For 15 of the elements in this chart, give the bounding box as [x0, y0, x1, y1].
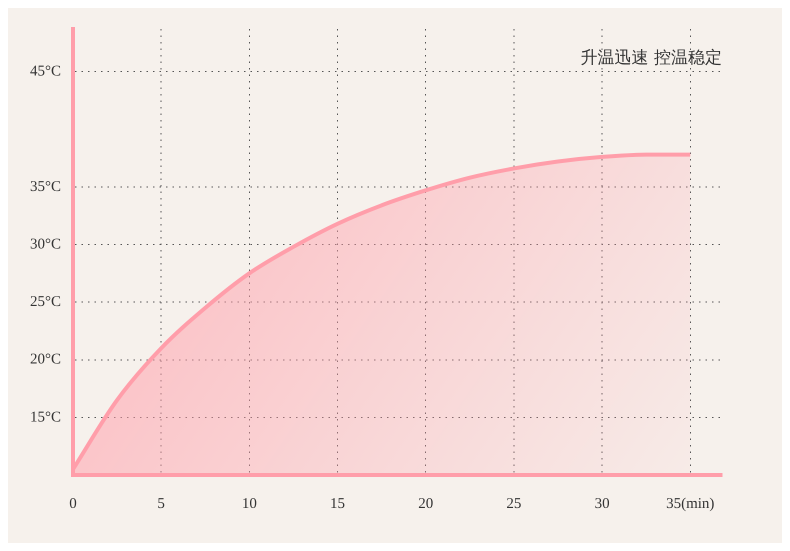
- y-tick-label: 25°C: [30, 294, 62, 310]
- x-tick-label: 25: [506, 496, 522, 512]
- x-tick-label: 20: [418, 496, 434, 512]
- x-tick-label: 5: [157, 496, 165, 512]
- x-tick-label: 30: [594, 496, 610, 512]
- x-tick-label: 15: [330, 496, 346, 512]
- y-tick-label: 30°C: [30, 236, 62, 252]
- y-tick-label: 35°C: [30, 178, 62, 195]
- x-tick-label: 35(min): [666, 496, 714, 512]
- y-tick-label: 20°C: [30, 352, 62, 368]
- y-tick-label: 15°C: [30, 409, 62, 426]
- text: 升温迅速 控温稳定: [580, 48, 722, 68]
- x-tick-label: 10: [242, 496, 257, 512]
- x-tick-label: 0: [69, 496, 77, 512]
- y-tick-label: 45°C: [30, 64, 62, 80]
